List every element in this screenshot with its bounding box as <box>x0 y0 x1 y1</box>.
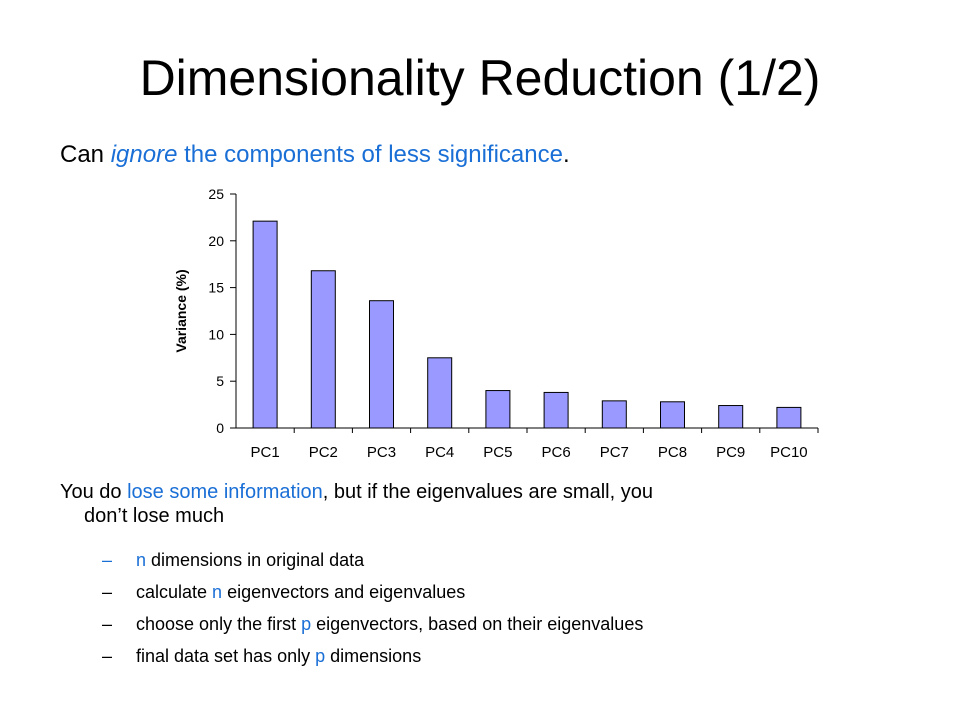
y-tick-label: 5 <box>216 373 224 389</box>
bar <box>660 401 685 429</box>
bar <box>485 390 511 429</box>
bar <box>369 300 394 429</box>
subtitle-emphasis: ignore <box>110 141 178 168</box>
x-tick-label: PC10 <box>770 444 808 461</box>
bar <box>543 391 569 429</box>
sub-bullet: – final data set has only p dimensions <box>102 640 902 672</box>
x-tick-label: PC4 <box>425 444 454 461</box>
sub-bullet-dash: – <box>102 550 113 570</box>
bar <box>252 220 278 429</box>
y-tick-label: 20 <box>208 233 224 249</box>
sub-bullet-highlight: p <box>315 646 326 666</box>
sub-bullet-highlight: n <box>136 550 147 570</box>
subtitle-period: . <box>562 141 570 168</box>
x-tick-label: PC3 <box>367 444 396 461</box>
subtitle-part-1: Can <box>60 141 111 168</box>
sub-bullet-text: dimensions in original data <box>146 550 365 570</box>
x-tick-label: PC7 <box>600 444 629 461</box>
y-tick-label: 0 <box>216 420 224 436</box>
sub-bullet-text: calculate <box>136 582 213 602</box>
sub-bullet: – calculate n eigenvectors and eigenvalue… <box>102 576 902 608</box>
bar <box>718 405 744 429</box>
x-tick-label: PC5 <box>483 444 512 461</box>
x-tick-label: PC6 <box>542 444 571 461</box>
sub-bullet-text: final data set has only <box>136 646 316 666</box>
sub-bullet-list: – n dimensions in original data – calculat… <box>102 544 902 672</box>
bar <box>776 406 802 429</box>
sub-bullet-dash: – <box>102 614 113 634</box>
slide-title: Dimensionality Reduction (1/2) <box>139 50 821 106</box>
sub-bullet-highlight: n <box>212 582 223 602</box>
x-tick-label: PC9 <box>716 444 745 461</box>
sub-bullet: – choose only the first p eigenvectors, b… <box>102 608 902 640</box>
variance-bar-chart: 0 5 10 15 20 25 PC1 PC2 PC3 PC4 PC5 PC6 PC7 PC8 PC9 PC… <box>173 186 819 461</box>
y-tick-label: 25 <box>208 186 224 202</box>
subtitle-part-3: the components of less significance <box>177 141 563 168</box>
bar <box>601 400 627 429</box>
x-tick-label: PC2 <box>309 444 338 461</box>
main-bullet-continuation: don’t lose much <box>84 505 225 527</box>
main-bullet-part-1: You do <box>60 481 128 503</box>
main-bullet-emphasis: lose some information <box>127 481 323 503</box>
subtitle: Can ignore the components of less signif… <box>60 140 570 170</box>
x-tick-label: PC8 <box>658 444 687 461</box>
sub-bullet-highlight: p <box>301 614 312 634</box>
sub-bullet-text: dimensions <box>325 646 422 666</box>
y-axis-label: Variance (%) <box>173 269 189 352</box>
bar <box>310 270 336 429</box>
main-bullet-part-3: , but if the eigenvalues are small, you <box>322 481 653 503</box>
y-tick-label: 15 <box>208 280 224 296</box>
bar <box>427 357 453 429</box>
sub-bullet-dash: – <box>102 646 113 666</box>
sub-bullet-text: eigenvectors and eigenvalues <box>222 582 466 602</box>
main-bullet: You do lose some information, but if the… <box>60 480 900 528</box>
x-tick-label: PC1 <box>251 444 280 461</box>
y-tick-label: 10 <box>208 326 224 342</box>
sub-bullet-text: choose only the first <box>136 614 302 634</box>
sub-bullet: – n dimensions in original data <box>102 544 902 576</box>
sub-bullet-dash: – <box>102 582 113 602</box>
sub-bullet-text: eigenvectors, based on their eigenvalues <box>311 614 644 634</box>
